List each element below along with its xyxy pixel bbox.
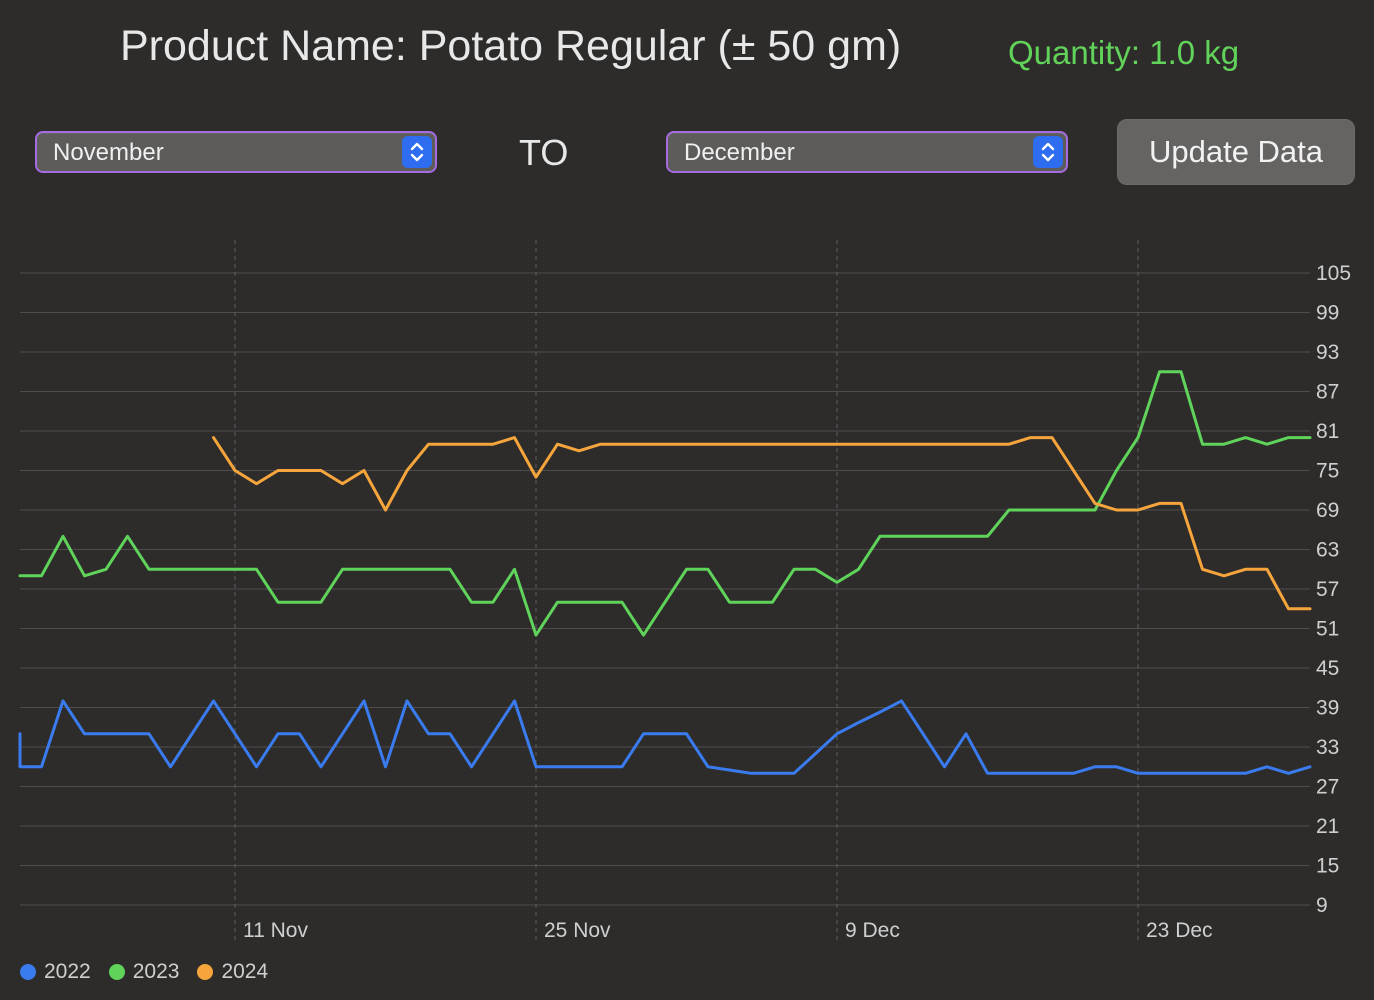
- chart-grid: [20, 272, 1310, 906]
- x-tick-label: 25 Nov: [544, 919, 611, 942]
- chart-series: [18, 370, 1312, 775]
- y-axis-ticks: 9 15 21 27 33 39 45 51 57 63 69 75 81 87 93 99 105: [1316, 262, 1351, 917]
- x-tick-label: 9 Dec: [845, 919, 900, 942]
- to-month-select[interactable]: December: [666, 131, 1068, 173]
- to-month-value: December: [684, 139, 795, 166]
- y-tick-label: 63: [1316, 539, 1339, 562]
- y-tick-label: 69: [1316, 499, 1339, 522]
- legend-dot-icon: [108, 964, 125, 980]
- quantity-label: Quantity: 1.0 kg: [1008, 34, 1240, 71]
- legend-label: 2022: [44, 960, 91, 983]
- y-tick-label: 75: [1316, 460, 1339, 483]
- y-tick-label: 45: [1316, 657, 1339, 680]
- y-tick-label: 81: [1316, 420, 1339, 443]
- series-line-2022: [18, 699, 1312, 775]
- legend-dot-icon: [197, 964, 214, 980]
- legend-label: 2024: [221, 960, 269, 983]
- chevron-updown-icon[interactable]: [1033, 136, 1063, 168]
- y-tick-label: 9: [1316, 894, 1328, 917]
- legend-item-2022: 2022: [20, 960, 91, 984]
- product-title: Product Name: Potato Regular (± 50 gm): [120, 22, 902, 70]
- series-line-2023: [18, 370, 1312, 637]
- x-axis-ticks: 11 Nov 25 Nov 9 Dec 23 Dec: [243, 919, 1213, 942]
- from-month-value: November: [53, 139, 164, 166]
- legend-dot-icon: [20, 964, 36, 980]
- y-tick-label: 105: [1316, 262, 1351, 285]
- x-tick-label: 11 Nov: [243, 919, 308, 942]
- chart-legend: 2022 2023 2024: [20, 960, 268, 984]
- to-label: TO: [519, 132, 569, 173]
- series-line-2024: [212, 436, 1312, 611]
- x-tick-label: 23 Dec: [1146, 919, 1213, 942]
- y-tick-label: 15: [1316, 855, 1339, 878]
- y-tick-label: 57: [1316, 578, 1339, 601]
- y-tick-label: 33: [1316, 736, 1339, 759]
- y-tick-label: 39: [1316, 697, 1339, 720]
- update-data-button[interactable]: Update Data: [1117, 119, 1355, 185]
- chevron-updown-icon[interactable]: [402, 136, 432, 168]
- legend-item-2024: 2024: [197, 960, 268, 984]
- y-tick-label: 87: [1316, 381, 1339, 404]
- chart-date-gridlines: [234, 240, 1139, 942]
- y-tick-label: 51: [1316, 618, 1339, 641]
- y-tick-label: 99: [1316, 302, 1339, 325]
- from-month-select[interactable]: November: [35, 131, 437, 173]
- y-tick-label: 93: [1316, 341, 1339, 364]
- legend-label: 2023: [132, 960, 180, 983]
- legend-item-2023: 2023: [108, 960, 180, 984]
- y-tick-label: 21: [1316, 815, 1339, 838]
- y-tick-label: 27: [1316, 776, 1339, 799]
